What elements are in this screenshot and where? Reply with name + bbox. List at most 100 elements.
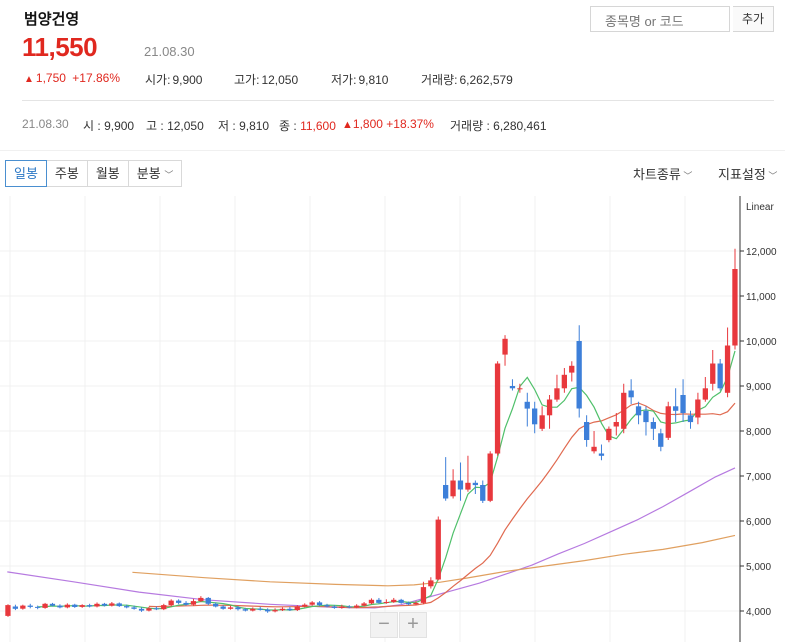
up-arrow-icon: ▲ xyxy=(24,74,34,85)
candle-body xyxy=(161,605,167,610)
candle-body xyxy=(124,606,130,608)
candle-body xyxy=(227,607,234,609)
candle-body xyxy=(49,603,56,606)
tab-weekly[interactable]: 주봉 xyxy=(46,160,88,187)
candle-body xyxy=(213,603,219,607)
candle-body xyxy=(20,605,26,609)
zoom-in-button[interactable]: + xyxy=(399,612,427,638)
candle-body xyxy=(413,602,419,605)
candle-body xyxy=(539,415,545,429)
candle-body xyxy=(717,363,723,389)
candle-body xyxy=(487,453,493,501)
candle-body xyxy=(613,422,619,427)
zoom-out-button[interactable]: − xyxy=(370,612,398,638)
candle-body xyxy=(420,587,427,603)
tab-daily[interactable]: 일봉 xyxy=(5,160,47,187)
indicator-settings-dropdown[interactable]: 지표설정 ﹀ xyxy=(718,167,778,182)
candle-body xyxy=(302,604,308,607)
y-tick-label: 11,000 xyxy=(746,292,776,303)
candle-body xyxy=(205,597,211,604)
y-tick-label: 9,000 xyxy=(746,382,771,393)
candle-body xyxy=(109,603,115,606)
candle-body xyxy=(361,603,367,606)
candle-body xyxy=(687,415,694,423)
candle-body xyxy=(621,392,627,429)
change-percent: +17.86% xyxy=(72,71,120,85)
candle-body xyxy=(509,386,516,389)
candle-body xyxy=(457,480,464,490)
stat-volume: 거래량: 6,262,579 xyxy=(421,73,513,87)
candle-body xyxy=(695,399,701,418)
candle-body xyxy=(680,395,686,413)
period-tabs: 일봉 주봉 월봉 분봉 ﹀ xyxy=(5,160,183,187)
candle-body xyxy=(428,580,434,587)
price-change: ▲ 1,750 +17.86% xyxy=(24,71,120,85)
candle-body xyxy=(732,269,738,346)
candle-body xyxy=(27,605,33,607)
stat-value: 6,262,579 xyxy=(459,73,513,87)
candlestick-chart[interactable]: 4,000 5,000 6,000 7,000 8,000 9,000 10,000 11,0… xyxy=(0,196,785,642)
candle-body xyxy=(146,608,152,611)
candle-body xyxy=(190,601,197,605)
stat-value: 12,050 xyxy=(261,73,299,87)
candle-body xyxy=(183,602,189,605)
y-tick-label: 7,000 xyxy=(746,472,771,483)
candle-body xyxy=(569,365,575,373)
candle-body xyxy=(287,608,293,611)
candle-body xyxy=(502,338,508,355)
add-button[interactable]: 추가 xyxy=(733,6,774,32)
tab-monthly[interactable]: 월봉 xyxy=(87,160,129,187)
candle-body xyxy=(5,605,11,616)
price-date: 21.08.30 xyxy=(144,44,195,59)
candle-body xyxy=(524,401,530,409)
candle-body xyxy=(368,599,375,604)
chevron-down-icon: ﹀ xyxy=(765,171,778,181)
stat-low: 저가: 9,810 xyxy=(331,73,389,87)
y-tick-label: 6,000 xyxy=(746,517,771,528)
candle-body xyxy=(72,604,78,607)
candle-body xyxy=(673,406,679,411)
ma60-line xyxy=(7,467,736,609)
divider xyxy=(0,150,785,151)
candle-body xyxy=(376,599,382,603)
stat-label: 시가 xyxy=(145,73,168,87)
candle-body xyxy=(702,388,708,400)
stat-open: 시가: 9,900 xyxy=(145,73,203,87)
candle-body xyxy=(383,602,389,603)
stock-search-input[interactable] xyxy=(590,6,730,32)
candle-body xyxy=(176,600,182,603)
stat-value: 9,900 xyxy=(172,73,203,87)
candle-body xyxy=(198,597,204,602)
candle-body xyxy=(405,602,412,605)
candle-body xyxy=(324,605,330,607)
candle-body xyxy=(517,388,523,390)
candle-body xyxy=(242,609,248,611)
candle-body xyxy=(279,608,286,611)
candle-body xyxy=(64,604,70,608)
detail-open: 시 : 9,900 xyxy=(83,119,135,133)
candle-body xyxy=(94,603,100,607)
candle-body xyxy=(576,341,582,409)
candle-body xyxy=(138,608,145,611)
chart-type-dropdown[interactable]: 차트종류 ﹀ xyxy=(633,167,693,182)
candle-body xyxy=(168,600,174,606)
candle-body xyxy=(591,446,597,452)
up-arrow-icon: ▲ xyxy=(342,119,353,131)
candle-body xyxy=(294,606,300,611)
candle-body xyxy=(220,606,226,609)
candle-body xyxy=(635,406,642,416)
candle-body xyxy=(650,422,656,429)
tab-minute[interactable]: 분봉 ﹀ xyxy=(128,160,183,187)
detail-date: 21.08.30 xyxy=(22,117,69,131)
candle-body xyxy=(86,605,93,607)
candle-body xyxy=(628,390,634,398)
candle-body xyxy=(42,603,48,608)
candle-body xyxy=(665,406,671,438)
candle-body xyxy=(658,433,664,447)
stat-label: 저가 xyxy=(331,73,354,87)
scale-label: Linear xyxy=(746,202,774,213)
detail-change: ▲1,800 +18.37% xyxy=(342,117,434,131)
candle-body xyxy=(724,345,731,393)
candle-body xyxy=(472,482,478,486)
stock-name: 범양건영 xyxy=(24,11,80,28)
